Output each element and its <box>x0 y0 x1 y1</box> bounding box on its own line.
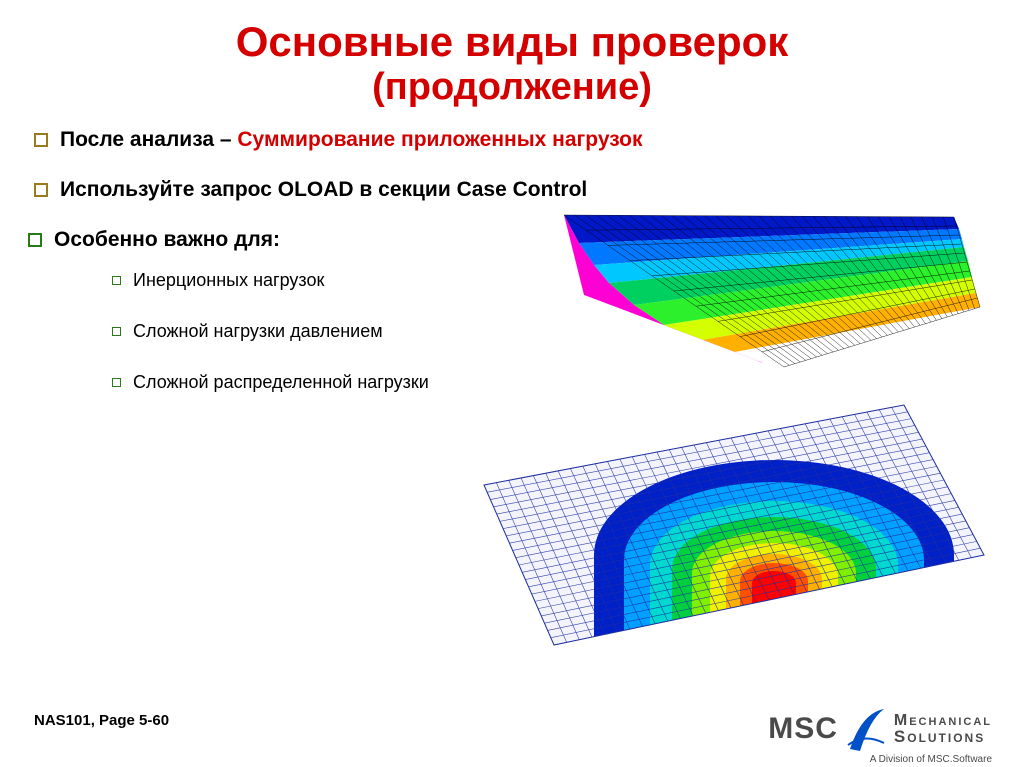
slide-title-block: Основные виды проверок (продолжение) <box>0 0 1024 110</box>
logo-line2: Solutions <box>894 729 992 745</box>
bullet-text: Особенно важно для: <box>54 228 280 252</box>
bullet-prefix: После анализа – <box>60 128 237 151</box>
square-bullet-icon <box>112 378 121 387</box>
sub-bullet-text: Сложной распределенной нагрузки <box>133 372 429 393</box>
square-bullet-icon <box>34 133 48 147</box>
bullet-item-1: После анализа – Суммирование приложенных… <box>34 128 994 152</box>
bullet-item-2: Используйте запрос OLOAD в секции Case C… <box>34 178 994 202</box>
mesh-figure-striped <box>524 205 984 375</box>
bullet-accent: Суммирование приложенных нагрузок <box>237 128 642 151</box>
logo-brand-text: MSC <box>768 712 838 746</box>
slide-title-sub: (продолжение) <box>0 66 1024 110</box>
square-bullet-icon <box>112 276 121 285</box>
sub-bullet-text: Сложной нагрузки давлением <box>133 321 383 342</box>
square-bullet-icon <box>34 183 48 197</box>
square-bullet-icon <box>28 233 42 247</box>
logo-tagline: A Division of MSC.Software <box>870 754 992 765</box>
logo-swoosh-icon <box>844 705 888 753</box>
sub-bullet-text: Инерционных нагрузок <box>133 270 324 291</box>
msc-logo: MSC Mechanical Solutions <box>768 705 992 753</box>
sub-bullet-item: Сложной распределенной нагрузки <box>112 372 994 393</box>
bullet-text: После анализа – Суммирование приложенных… <box>60 128 642 152</box>
page-reference: NAS101, Page 5-60 <box>34 712 169 729</box>
slide-title-main: Основные виды проверок <box>0 18 1024 66</box>
mesh-figure-arch <box>474 395 994 655</box>
logo-product-text: Mechanical Solutions <box>894 713 992 744</box>
bullet-text: Используйте запрос OLOAD в секции Case C… <box>60 178 587 202</box>
square-bullet-icon <box>112 327 121 336</box>
